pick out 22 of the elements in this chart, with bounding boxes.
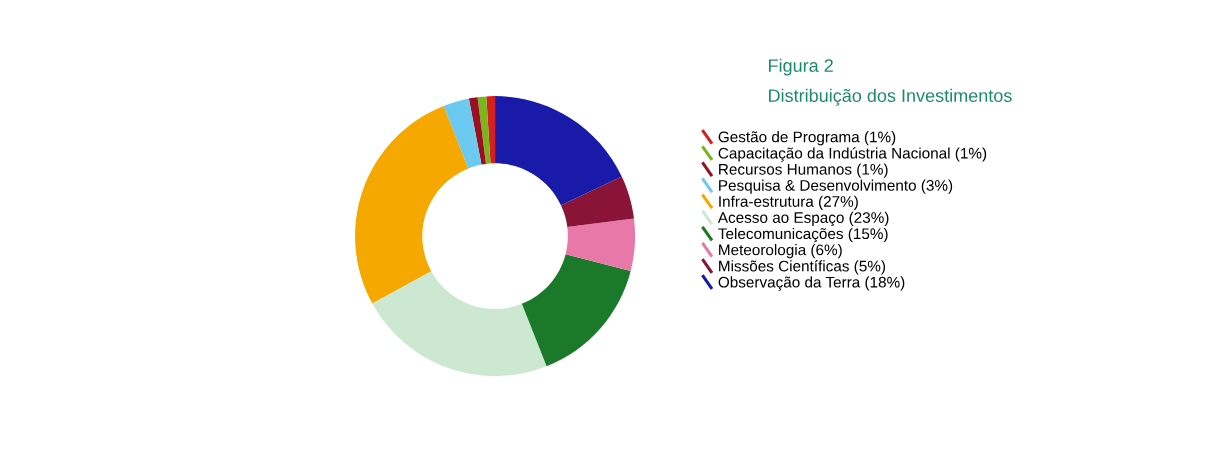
legend-label: Capacitação da Indústria Nacional (1%) — [718, 147, 987, 162]
donut-slice — [372, 271, 547, 377]
donut-slice — [495, 96, 622, 206]
chart-subtitle: Distribuição dos Investimentos — [769, 88, 1012, 106]
donut-slice — [468, 97, 486, 165]
legend-label: Observação da Terra (18%) — [718, 276, 905, 291]
donut-slice — [521, 254, 631, 367]
donut-slice — [477, 96, 491, 164]
legend-label: Acesso ao Espaço (23%) — [717, 211, 889, 227]
donut-slice — [355, 105, 469, 304]
legend-label: Missões Científicas (5%) — [719, 260, 886, 275]
donut-slice — [486, 96, 496, 164]
legend-label: Infra-estrutura (27%) — [719, 195, 858, 210]
donut-slice — [565, 218, 636, 271]
legend-label: Telecomunicações (15%) — [718, 227, 888, 243]
donut-slice — [443, 98, 482, 169]
donut-slice — [560, 176, 634, 228]
chart-title: Figura 2 — [769, 58, 833, 76]
legend-label: Meteorologia (6%) — [719, 244, 842, 259]
legend-label: Pesquisa & Desenvolvimento (3%) — [719, 179, 953, 194]
legend-label: Gestão de Programa (1%) — [718, 131, 896, 146]
legend-label: Recursos Humanos (1%) — [719, 163, 888, 178]
